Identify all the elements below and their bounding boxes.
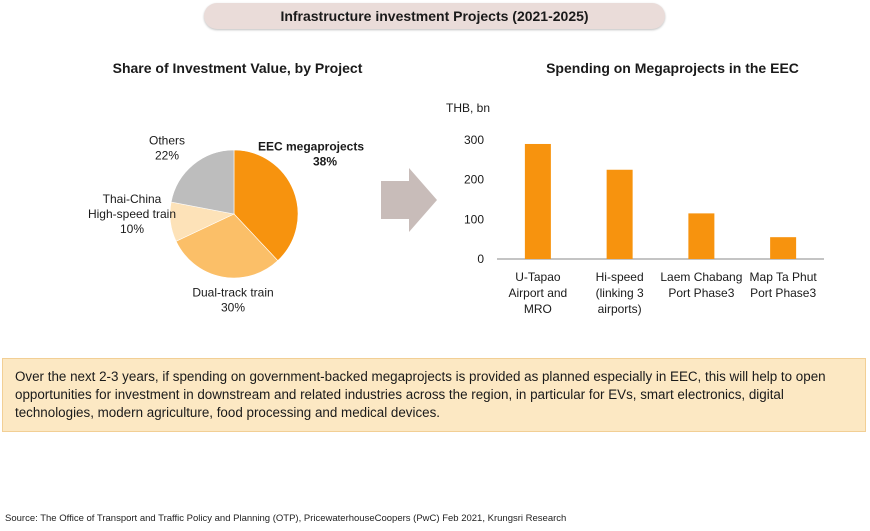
bar-category-label-hi-speed-linking-3-airports: Hi-speed (linking 3 airports)	[596, 270, 644, 316]
arrow-shape	[381, 168, 437, 232]
bar-laem-chabang-port-phase3	[688, 213, 715, 259]
bar-chart-title: Spending on Megaprojects in the EEC	[546, 60, 799, 76]
summary-callout: Over the next 2-3 years, if spending on …	[2, 358, 866, 432]
bar-y-tick-0: 0	[477, 252, 484, 266]
pie-label-eec-megaprojects: EEC megaprojects 38%	[258, 140, 364, 169]
pie-value-thai-china-high-speed-train: 10%	[120, 222, 144, 236]
transition-arrow	[381, 168, 437, 232]
pie-value-dual-track-train: 30%	[221, 301, 245, 315]
bar-chart: THB, bn 0 100 200 300 U-Tapao Airport and MRO Hi…	[446, 101, 824, 316]
bar-category-label-u-tapao-airport-and-mro: U-Tapao Airport and MRO	[509, 270, 568, 316]
bar-hi-speed-linking-3-airports	[606, 169, 633, 259]
source-note: Source: The Office of Transport and Traf…	[5, 513, 567, 524]
pie-chart: EEC megaprojects 38% Dual-track train 30% Th…	[88, 134, 364, 315]
bar-y-tick-300: 300	[464, 133, 484, 147]
pie-label-dual-track-train: Dual-track train 30%	[192, 286, 273, 315]
page-title: Infrastructure investment Projects (2021…	[280, 8, 589, 24]
summary-text: Over the next 2-3 years, if spending on …	[15, 369, 826, 420]
bar-category-label-map-ta-phut-port-phase3: Map Ta Phut Port Phase3	[750, 270, 818, 300]
pie-label-others: Others 22%	[149, 134, 185, 163]
page-title-banner: Infrastructure investment Projects (2021…	[204, 3, 665, 29]
bar-y-axis-label: THB, bn	[446, 101, 490, 115]
pie-value-others: 22%	[155, 149, 179, 163]
pie-label-thai-china-high-speed-train: Thai-China High-speed train 10%	[88, 192, 176, 236]
pie-chart-title: Share of Investment Value, by Project	[112, 60, 363, 76]
bar-u-tapao-airport-and-mro	[524, 143, 551, 259]
bar-y-tick-100: 100	[464, 212, 484, 226]
pie-value-eec-megaprojects: 38%	[313, 155, 337, 169]
bar-y-tick-200: 200	[464, 173, 484, 187]
pie-slice-eec-megaprojects	[233, 149, 299, 262]
pie-slice-dual-track-train	[175, 213, 279, 279]
bar-category-label-laem-chabang-port-phase3: Laem Chabang Port Phase3	[660, 270, 742, 300]
bar-map-ta-phut-port-phase3	[770, 237, 797, 259]
pie-slice-others	[170, 149, 235, 215]
